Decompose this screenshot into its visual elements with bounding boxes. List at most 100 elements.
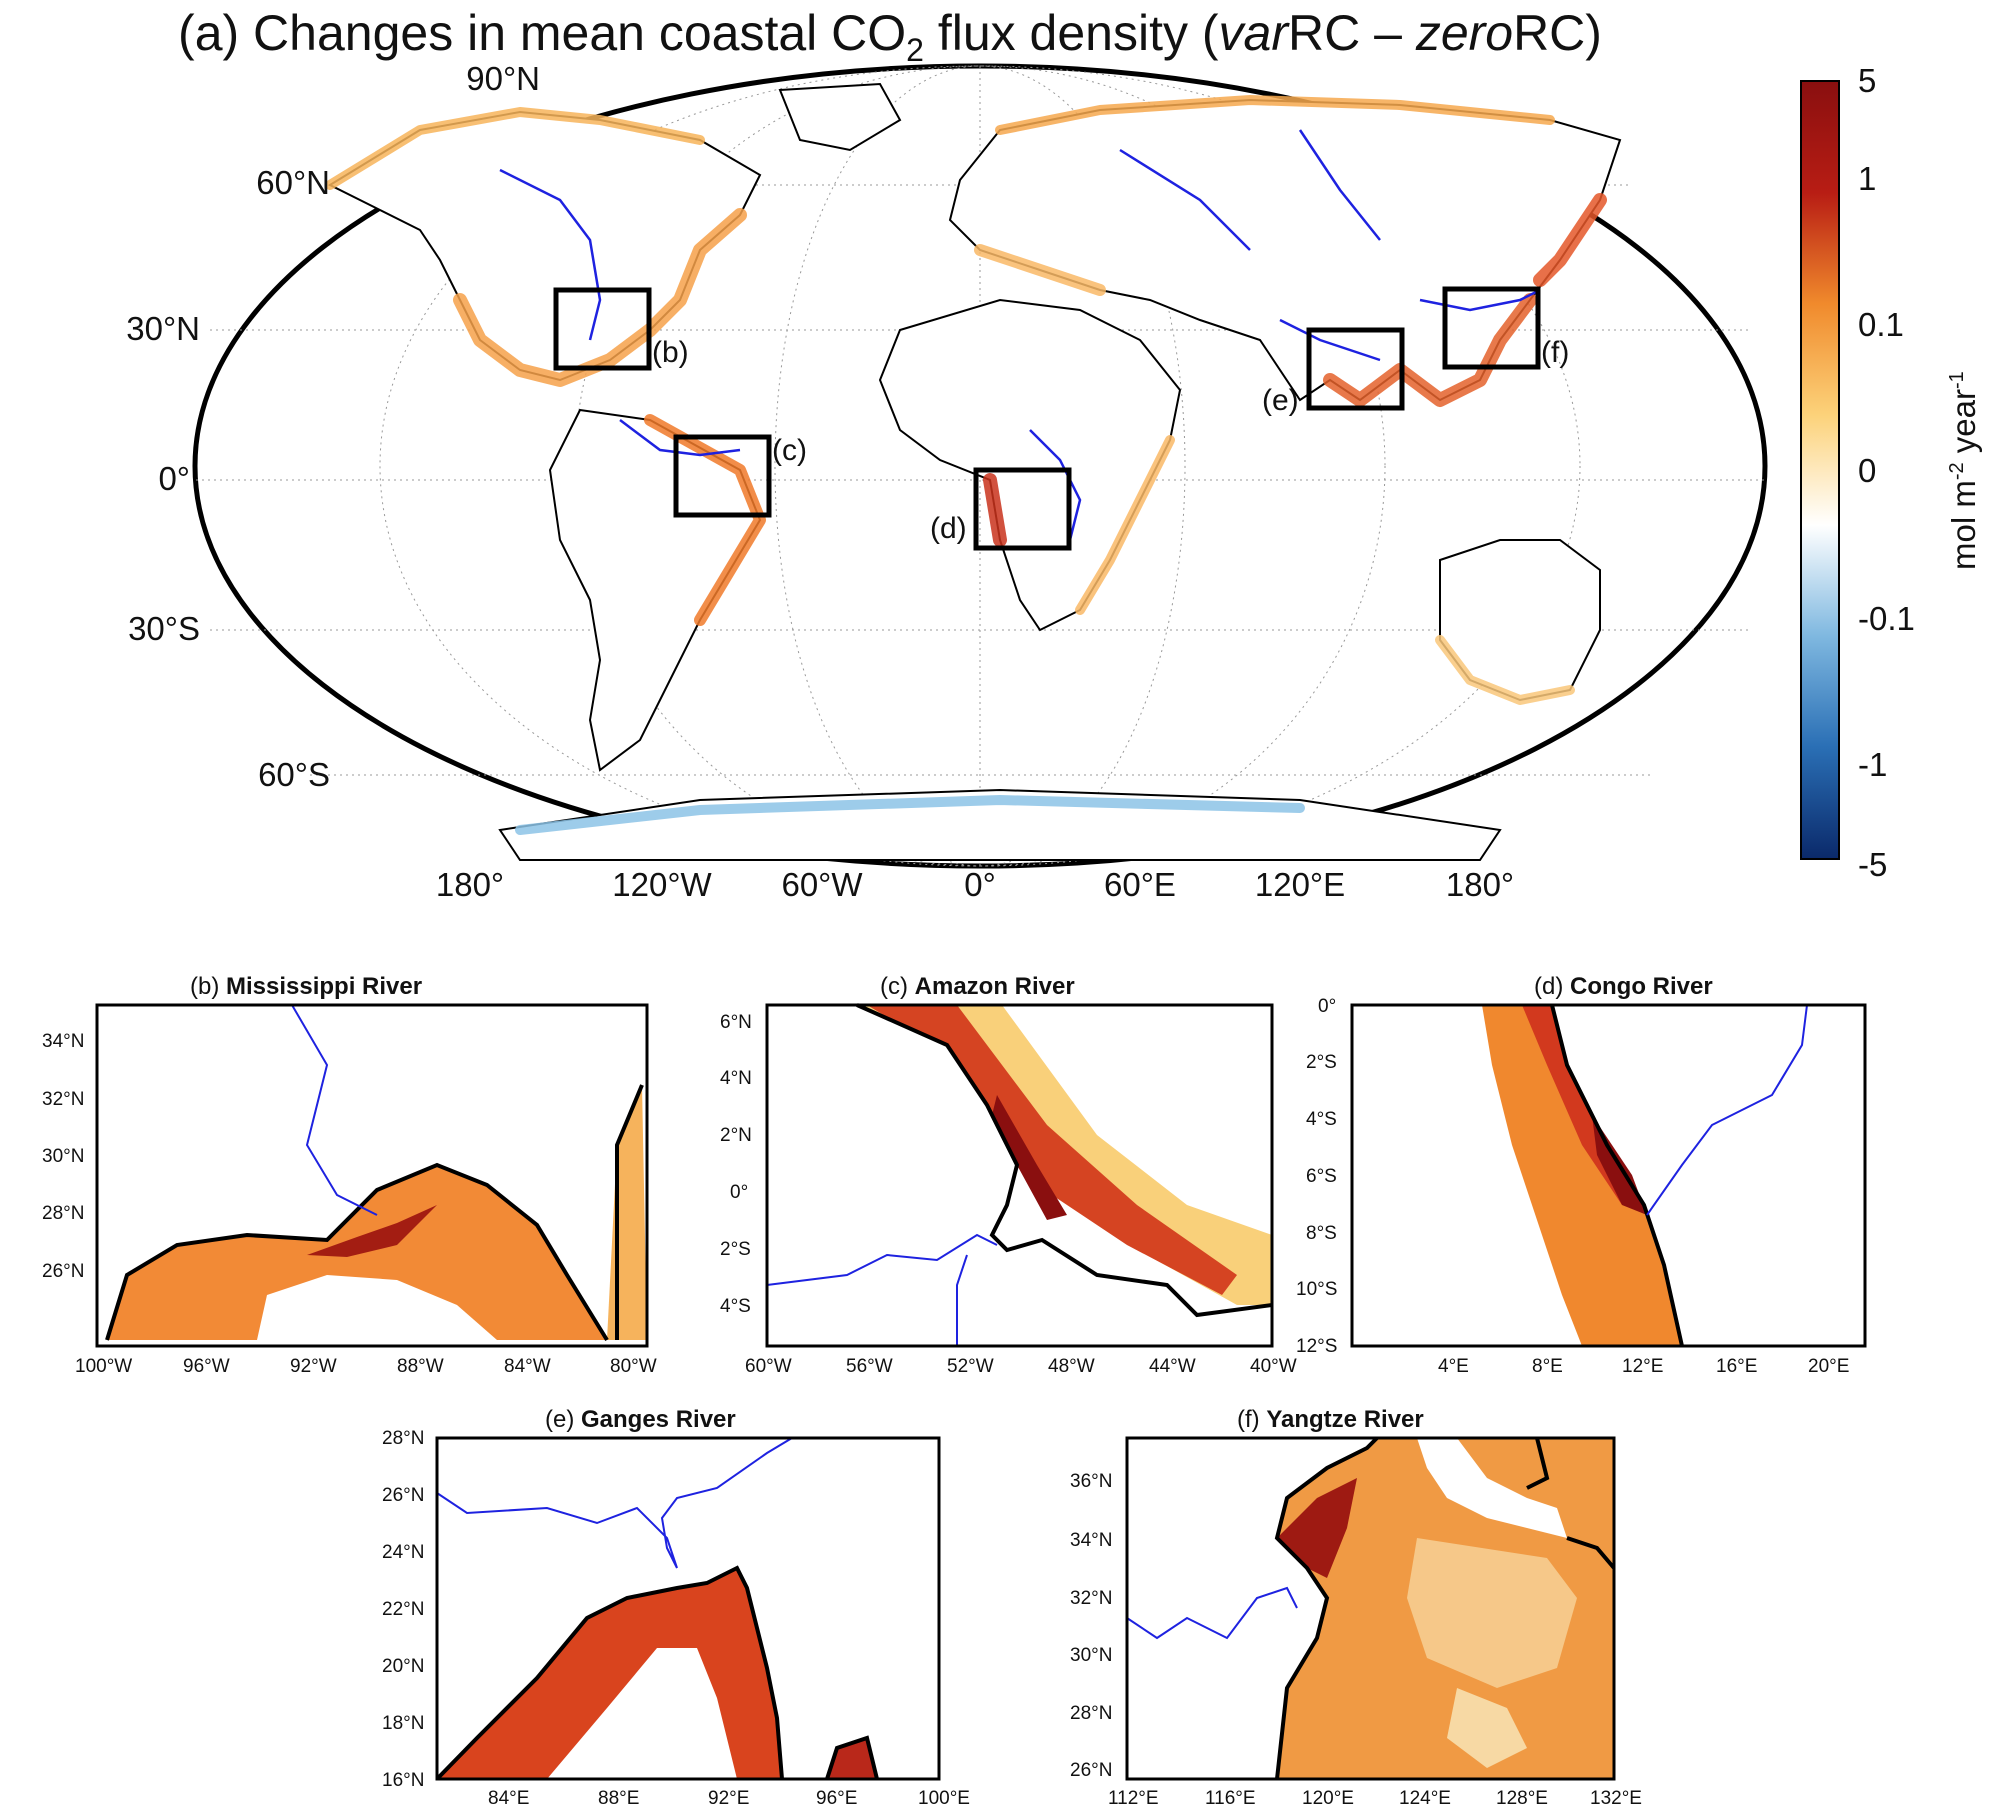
panel-f-xtick: 120°E [1302,1788,1354,1809]
panel-f-xtick: 116°E [1205,1788,1256,1809]
lon-label-180w: 180° [435,866,505,903]
panel-d-ytick: 6°S [1306,1166,1337,1187]
panel-d-map [1350,1003,1867,1348]
panel-c-title: (c) Amazon River [880,973,1075,1000]
box-label-e: (e) [1262,384,1299,417]
panel-c-ytick: 2°S [720,1239,751,1260]
panel-b-map [95,1003,649,1348]
panel-f-xtick: 128°E [1496,1788,1548,1809]
main-title: (a) Changes in mean coastal CO2 flux den… [178,5,1602,68]
panel-b-xtick: 80°W [610,1356,657,1377]
panel-b-xtick: 88°W [397,1356,444,1377]
panel-f-ytick: 28°N [1070,1703,1113,1724]
panel-f-xtick: 132°E [1590,1788,1642,1809]
lon-label-120w: 120°W [612,866,712,903]
box-label-c: (c) [772,434,807,467]
panel-e-ytick: 24°N [382,1542,425,1563]
panel-d-xtick: 4°E [1438,1356,1469,1377]
panel-d-ytick: 12°S [1296,1336,1338,1357]
lat-label-90n: 90°N [466,60,540,97]
colorbar-tick-neg5: -5 [1858,846,1888,883]
panel-c-ytick: 4°N [720,1068,752,1089]
panel-b-ytick: 34°N [42,1031,85,1052]
panel-b-ytick: 30°N [42,1146,85,1167]
colorbar-tick-1: 1 [1858,160,1877,197]
lat-label-30s: 30°S [128,610,200,647]
panel-f-title: (f) Yangtze River [1237,1406,1424,1433]
panel-e-map [435,1436,941,1781]
colorbar-tick-neg1: -1 [1858,746,1888,783]
colorbar-tick-0p1: 0.1 [1858,306,1904,343]
panel-d-xtick: 20°E [1808,1356,1850,1377]
panel-f-map [1125,1436,1616,1781]
panel-b-ytick: 28°N [42,1203,85,1224]
box-b [553,287,652,371]
panel-d-ytick: 0° [1318,996,1337,1017]
panel-c-map [765,1003,1274,1348]
panel-e-xtick: 100°E [918,1788,970,1809]
panel-f-ytick: 26°N [1070,1760,1113,1781]
panel-c-xtick: 60°W [745,1356,792,1377]
box-c [673,434,772,518]
panel-d-ytick: 4°S [1306,1109,1337,1130]
panel-e-ytick: 22°N [382,1599,425,1620]
panel-d-xtick: 16°E [1716,1356,1758,1377]
box-e [1306,327,1405,411]
colorbar [1800,80,1840,860]
panel-f-ytick: 34°N [1070,1530,1113,1551]
panel-f-xtick: 124°E [1399,1788,1451,1809]
box-f [1442,286,1541,370]
box-label-d: (d) [930,512,967,545]
panel-c-ytick: 0° [730,1182,749,1203]
lon-label-120e: 120°E [1254,866,1346,903]
lat-label-30n: 30°N [126,310,200,347]
box-label-f: (f) [1541,336,1570,369]
panel-c-xtick: 40°W [1250,1356,1297,1377]
panel-b-ytick: 26°N [42,1261,85,1282]
lat-label-60s: 60°S [258,756,330,793]
colorbar-tick-5: 5 [1858,62,1877,99]
panel-c-ytick: 6°N [720,1012,752,1033]
panel-e-xtick: 96°E [816,1788,858,1809]
panel-b-title: (b) Mississippi River [190,973,423,1000]
panel-c-ytick: 2°N [720,1125,752,1146]
panel-e-xtick: 88°E [598,1788,640,1809]
colorbar-label: mol m-2 year-1 [1945,371,1982,570]
panel-c-xtick: 44°W [1149,1356,1196,1377]
panel-d-ytick: 8°S [1306,1223,1337,1244]
panel-e-ytick: 28°N [382,1428,425,1449]
panel-c-xtick: 56°W [846,1356,893,1377]
box-d [973,467,1072,551]
panel-d-ytick: 2°S [1306,1052,1337,1073]
inset-boxes [553,286,1541,551]
panel-e-xtick: 84°E [488,1788,530,1809]
panel-e-title: (e) Ganges River [545,1406,736,1433]
panel-f-xtick: 112°E [1108,1788,1159,1809]
panel-b-xtick: 96°W [183,1356,230,1377]
panel-c-xtick: 52°W [947,1356,994,1377]
colorbar-tick-neg0p1: -0.1 [1858,600,1915,637]
panel-f-ytick: 30°N [1070,1645,1113,1666]
panel-e-ytick: 26°N [382,1485,425,1506]
panel-c-xtick: 48°W [1048,1356,1095,1377]
panel-d-xtick: 8°E [1532,1356,1563,1377]
panel-d-title: (d) Congo River [1534,973,1713,1000]
panel-d-xtick: 12°E [1622,1356,1664,1377]
panel-d-ytick: 10°S [1296,1279,1338,1300]
colorbar-tick-0: 0 [1858,452,1877,489]
panel-f-ytick: 32°N [1070,1588,1113,1609]
panel-b-ytick: 32°N [42,1089,85,1110]
box-label-b: (b) [652,336,689,369]
lon-label-60e: 60°E [1104,866,1176,903]
greenland [778,82,902,152]
panel-b-xtick: 92°W [290,1356,337,1377]
panel-e-ytick: 18°N [382,1713,425,1734]
lat-label-0: 0° [158,460,190,497]
panel-e-xtick: 92°E [708,1788,750,1809]
lon-label-180e: 180° [1445,866,1515,903]
panel-c-ytick: 4°S [720,1296,751,1317]
lat-label-60n: 60°N [256,164,330,201]
panel-f-ytick: 36°N [1070,1471,1113,1492]
lon-label-60w: 60°W [781,866,863,903]
world-map [192,63,1768,869]
